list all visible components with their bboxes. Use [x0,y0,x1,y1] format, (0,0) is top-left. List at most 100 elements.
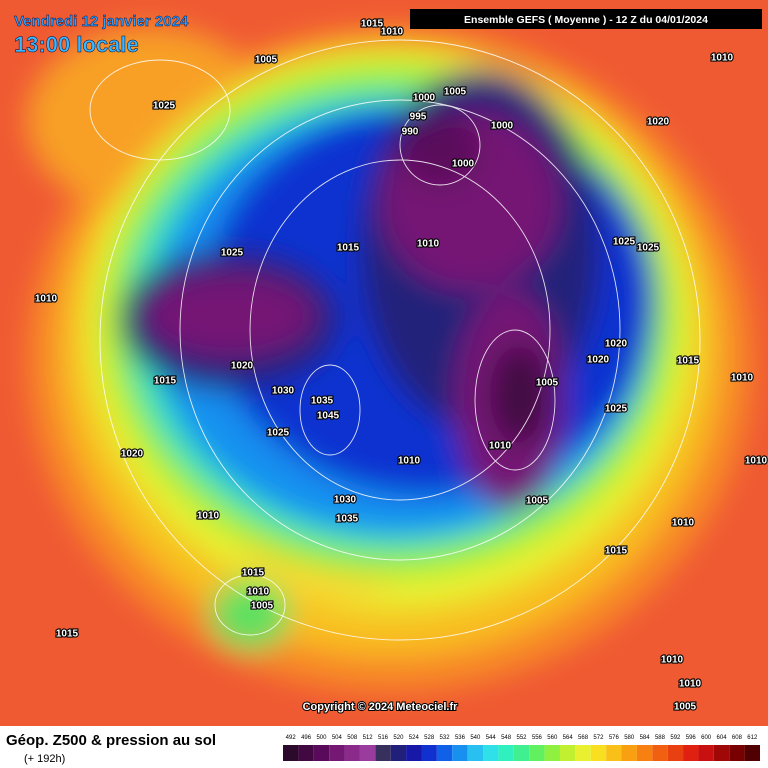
scale-swatch [575,745,591,761]
scale-label: 568 [578,735,589,741]
scale-label: 560 [547,735,558,741]
isobar-label: 1010 [489,441,512,452]
isobar-label: 1005 [526,496,549,507]
scale-swatch [406,745,422,761]
isobar-label: 1025 [637,243,660,254]
isobar-label: 1015 [56,629,79,640]
isobar-label: 1010 [381,27,404,38]
scale-label: 544 [486,735,497,741]
isobar-label: 1010 [661,655,684,666]
scale-label: 528 [424,735,435,741]
isobar-label: 1015 [337,243,360,254]
isobar-label: 1005 [444,87,467,98]
scale-swatch [529,745,545,761]
scale-swatch [683,745,699,761]
scale-label: 504 [332,735,343,741]
scale-swatch [344,745,360,761]
isobar-label: 1035 [311,396,334,407]
scale-swatch [636,745,653,761]
scale-label: 516 [378,735,389,741]
footer-title: Géop. Z500 & pression au sol [6,732,216,749]
isobar-label: 1025 [153,101,176,112]
scale-swatch [359,745,376,761]
isobar-label: 1010 [247,587,270,598]
scale-swatch [298,745,314,761]
isobar-label: 1030 [272,386,295,397]
isobar-line [179,99,621,561]
isobar-label: 1020 [231,361,254,372]
scale-label: 512 [363,735,374,741]
run-box [410,9,762,29]
isobar-line [399,104,481,186]
date: Vendredi 12 janvier 2024 [14,13,189,30]
scale-label: 524 [409,735,420,741]
isobar-label: 1015 [361,19,384,30]
isobar-label: 1020 [605,339,628,350]
scale-swatch [375,745,391,761]
isobar-label: 1020 [587,355,610,366]
isobar-label: 1015 [242,568,265,579]
scale-label: 596 [686,735,697,741]
isobar-label: 1010 [711,53,734,64]
isobar-label: 1005 [251,601,274,612]
scale-label: 492 [286,735,297,741]
scale-swatch [329,745,345,761]
isobar-label: 1010 [672,518,695,529]
isobar-line [299,364,361,456]
isobar-line [474,329,556,471]
isobar-line [214,574,286,636]
isobar-label: 1020 [647,117,670,128]
copyright: Copyright © 2024 Meteociel.fr [303,701,459,713]
isobar-label: 1000 [452,159,475,170]
scale-swatch [498,745,514,761]
isobars [89,39,701,641]
isobar-label: 1010 [197,511,220,522]
scale-swatch [590,745,607,761]
isobar-line [249,159,551,501]
isobar-label: 1005 [536,378,559,389]
scale-label: 548 [501,735,512,741]
isobar-label: 1025 [221,248,244,259]
scale-label: 552 [516,735,527,741]
scale-label: 508 [347,735,358,741]
scale-label: 576 [609,735,620,741]
scale-label: 536 [455,735,466,741]
scale-swatch [390,745,407,761]
run-info: Ensemble GEFS ( Moyenne ) - 12 Z du 04/0… [464,14,708,26]
isobar-label: 1005 [674,702,697,713]
scale-label: 520 [393,735,404,741]
isobar-label: 1010 [679,679,702,690]
scale-swatch [698,745,714,761]
scale-label: 608 [732,735,743,741]
scale-label: 532 [440,735,451,741]
scale-swatch [513,745,530,761]
scale-swatch [283,745,299,761]
scale-swatch [559,745,576,761]
isobar-label: 1020 [121,449,144,460]
scale-label: 564 [563,735,574,741]
isobar-label: 1015 [154,376,177,387]
isobar-label: 1010 [417,239,440,250]
isobar-label: 1000 [413,93,436,104]
scale-swatch [467,745,484,761]
scale-swatch [744,745,760,761]
scale-label: 604 [717,735,728,741]
footer-lead: (+ 192h) [24,753,65,765]
isobar-label: 1010 [731,373,754,384]
isobar-label: 1015 [677,356,700,367]
isobar-label: 990 [402,127,419,138]
color-scale: 492 496 500 504 508 512 516 520 524 528 532 536 540 5… [283,735,760,761]
isobar-label: 1010 [745,456,768,467]
scale-label: 580 [624,735,635,741]
isobar-label: 1030 [334,495,357,506]
scale-swatch [652,745,668,761]
isobar-label: 1045 [317,411,340,422]
isobar-label: 1010 [398,456,421,467]
scale-swatch [421,745,437,761]
scale-label: 588 [655,735,666,741]
scale-swatch [667,745,684,761]
scale-label: 600 [701,735,712,741]
isobar-label: 1000 [491,121,514,132]
